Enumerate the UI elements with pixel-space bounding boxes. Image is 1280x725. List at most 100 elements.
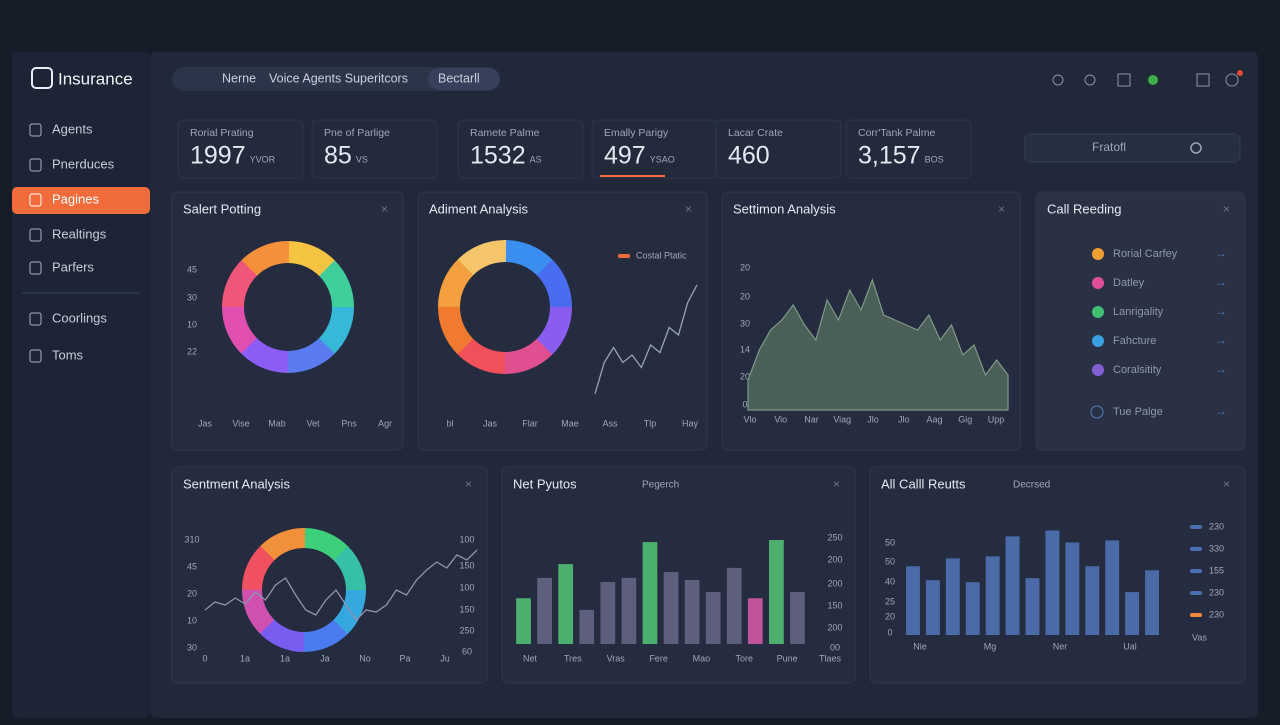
- top-item[interactable]: Bectarll: [438, 71, 480, 85]
- nav-item[interactable]: Pagines: [52, 191, 99, 206]
- arrow[interactable]: →: [1215, 304, 1227, 318]
- y-tick-label: 50: [885, 556, 895, 566]
- kpi-unit: AS: [530, 154, 542, 164]
- kpi-label: Ramete Palme: [470, 127, 540, 139]
- list-dot: [1092, 306, 1104, 318]
- panel: [501, 466, 856, 684]
- nav-item[interactable]: Pnerduces: [52, 156, 115, 171]
- bar: [1105, 540, 1120, 635]
- icon[interactable]: [1117, 73, 1131, 87]
- bar: [516, 598, 531, 644]
- tab-pill[interactable]: [428, 68, 500, 90]
- icon[interactable]: [1084, 74, 1096, 86]
- legend-label: Costal Ptatic: [636, 250, 687, 260]
- nav-item[interactable]: Agents: [52, 121, 93, 136]
- kpi-label: Emally Parigy: [604, 127, 669, 139]
- x-tick-label: Ual: [1123, 641, 1137, 651]
- bar: [537, 577, 552, 644]
- kpi-value: 497: [604, 142, 646, 170]
- y-tick-label: 100: [459, 582, 474, 592]
- y-tick-label: 30: [740, 318, 750, 328]
- line: [594, 284, 698, 394]
- bar: [1045, 530, 1060, 635]
- x-tick-label: Flar: [522, 418, 538, 428]
- list-footer[interactable]: Tue Palge: [1113, 406, 1163, 418]
- top-item[interactable]: Nerne: [222, 71, 256, 85]
- icon[interactable]: [1196, 73, 1210, 87]
- x-tick-label: Tlp: [644, 418, 657, 428]
- y-tick-label: 60: [462, 646, 472, 656]
- search-box[interactable]: [1024, 133, 1241, 163]
- y-tick-label: 00: [830, 642, 840, 652]
- arrow[interactable]: →: [1215, 362, 1227, 376]
- x-tick-label: Vras: [607, 653, 626, 663]
- bar: [1065, 542, 1080, 635]
- search-text[interactable]: Fratofl: [1092, 140, 1126, 154]
- kpi-unit: YVOR: [250, 154, 276, 164]
- y-tick-label: 310: [184, 534, 199, 544]
- kpi-value: 1997: [190, 142, 246, 170]
- x-tick-label: Tres: [564, 653, 582, 663]
- icon[interactable]: [1225, 73, 1239, 87]
- legend-footer: Vas: [1192, 632, 1207, 642]
- search-icon[interactable]: [1190, 142, 1202, 154]
- nav-icon: [29, 261, 42, 275]
- toolbar-icons: [1052, 70, 1243, 87]
- donut-segment: [438, 240, 572, 374]
- panel-title: Settimon Analysis: [733, 201, 836, 216]
- nav-active[interactable]: [12, 187, 150, 214]
- y-tick-label: 200: [827, 578, 842, 588]
- kpi-card: [715, 119, 842, 179]
- x-tick-label: Nie: [913, 641, 927, 651]
- arrow[interactable]: →: [1215, 246, 1227, 260]
- kpi-card: [457, 119, 584, 179]
- nav-icon: [29, 193, 42, 207]
- kpi-label: Corr'Tank Palme: [858, 127, 935, 139]
- bar: [621, 577, 637, 644]
- y-tick-label: 45: [187, 561, 197, 571]
- panel-close[interactable]: ×: [1223, 202, 1230, 216]
- list-item[interactable]: Coralsitity: [1113, 364, 1162, 376]
- arrow[interactable]: →: [1215, 333, 1227, 347]
- nav-item[interactable]: Realtings: [52, 226, 107, 241]
- donut-segment: [222, 241, 354, 373]
- y-tick-label: 20: [187, 588, 197, 598]
- panel-close[interactable]: ×: [685, 202, 692, 216]
- arrow[interactable]: →: [1215, 404, 1227, 418]
- nav-item[interactable]: Parfers: [52, 259, 94, 274]
- nav-item[interactable]: Coorlings: [52, 310, 107, 325]
- icon[interactable]: [1148, 75, 1158, 85]
- bar: [579, 609, 595, 644]
- nav-item[interactable]: Toms: [52, 347, 84, 362]
- donut-segment: [222, 241, 354, 373]
- list-item[interactable]: Fahcture: [1113, 335, 1156, 347]
- arrow[interactable]: →: [1215, 275, 1227, 289]
- panel-close[interactable]: ×: [381, 202, 388, 216]
- list-item[interactable]: Lanrigality: [1113, 306, 1164, 318]
- legend-value: 330: [1209, 543, 1224, 553]
- y-tick-label: 40: [885, 576, 895, 586]
- legend-value: 230: [1209, 521, 1224, 531]
- icon[interactable]: [1052, 74, 1064, 86]
- kpi-card: [845, 119, 972, 179]
- panel-close[interactable]: ×: [833, 477, 840, 491]
- donut-segment: [438, 240, 572, 374]
- x-tick-label: Ju: [440, 653, 450, 663]
- panel-title: Net Pyutos: [513, 476, 577, 491]
- notification-dot: [1237, 70, 1243, 76]
- bar: [705, 592, 721, 644]
- panel-close[interactable]: ×: [998, 202, 1005, 216]
- panel-close[interactable]: ×: [465, 477, 472, 491]
- list-item[interactable]: Rorial Carfey: [1113, 248, 1178, 260]
- legend-swatch: [1190, 525, 1202, 529]
- x-tick-label: Vet: [306, 418, 320, 428]
- panel-subtitle: Pegerch: [642, 480, 679, 491]
- footer-icon: [1090, 405, 1104, 419]
- panel-close[interactable]: ×: [1223, 477, 1230, 491]
- x-tick-label: Ner: [1053, 641, 1068, 651]
- kpi-label: Pne of Parlige: [324, 127, 390, 139]
- top-item[interactable]: Voice Agents Superitcors: [269, 71, 408, 85]
- x-tick-label: Tlaes: [819, 653, 842, 663]
- bar: [790, 592, 805, 644]
- list-item[interactable]: Datley: [1113, 277, 1145, 289]
